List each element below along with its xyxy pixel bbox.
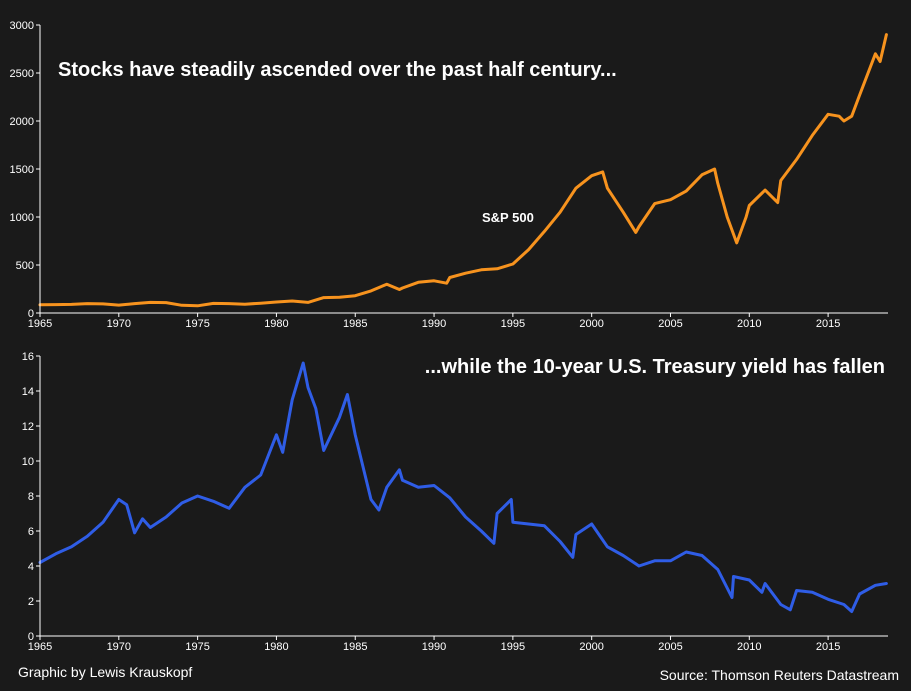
treasury-chart-title: ...while the 10-year U.S. Treasury yield… [425,356,885,378]
sp500-x-tick-label: 1995 [501,318,525,330]
treasury-x-tick-label: 2005 [658,641,682,653]
treasury-y-tick-label: 4 [28,561,34,573]
treasury-x-tick-label: 1980 [264,641,288,653]
treasury-x-tick-label: 2010 [737,641,761,653]
sp500-y-tick-label: 500 [16,260,34,272]
sp500-chart-title: Stocks have steadily ascended over the p… [58,59,617,81]
treasury-x-tick-label: 1975 [185,641,209,653]
sp500-y-tick-label: 0 [28,308,34,320]
sp500-x-tick-label: 1980 [264,318,288,330]
treasury-series-line-0 [38,361,888,613]
treasury-y-tick-label: 0 [28,631,34,643]
treasury-x-tick-label: 2015 [816,641,840,653]
data-source: Source: Thomson Reuters Datastream [659,667,899,683]
sp500-x-tick-label: 1975 [185,318,209,330]
graphic-credit: Graphic by Lewis Krauskopf [18,664,193,680]
sp500-x-tick-label: 1970 [107,318,131,330]
sp500-x-tick-label: 1985 [343,318,367,330]
treasury-y-tick-label: 6 [28,526,34,538]
sp500-chart-panel: Stocks have steadily ascended over the p… [10,20,888,330]
treasury-y-tick-label: 16 [22,351,34,363]
sp500-series-annotation: S&P 500 [482,210,534,225]
sp500-x-tick-label: 2005 [658,318,682,330]
treasury-chart-panel: ...while the 10-year U.S. Treasury yield… [22,351,888,653]
sp500-x-tick-label: 2015 [816,318,840,330]
treasury-x-tick-label: 1965 [28,641,52,653]
sp500-y-tick-label: 2000 [10,116,34,128]
sp500-y-tick-label: 3000 [10,20,34,32]
sp500-y-tick-label: 2500 [10,68,34,80]
treasury-x-tick-label: 2000 [579,641,603,653]
treasury-y-tick-label: 8 [28,491,34,503]
treasury-y-tick-label: 10 [22,456,34,468]
treasury-x-tick-label: 1990 [422,641,446,653]
treasury-x-tick-label: 1995 [501,641,525,653]
sp500-series-line-0 [38,33,888,308]
treasury-y-tick-label: 2 [28,596,34,608]
sp500-x-tick-label: 2000 [579,318,603,330]
treasury-y-tick-label: 14 [22,386,34,398]
sp500-x-tick-label: 2010 [737,318,761,330]
sp500-x-tick-label: 1965 [28,318,52,330]
sp500-y-tick-label: 1500 [10,164,34,176]
treasury-x-tick-label: 1970 [107,641,131,653]
treasury-y-tick-label: 12 [22,421,34,433]
treasury-x-tick-label: 1985 [343,641,367,653]
sp500-x-tick-label: 1990 [422,318,446,330]
sp500-y-tick-label: 1000 [10,212,34,224]
